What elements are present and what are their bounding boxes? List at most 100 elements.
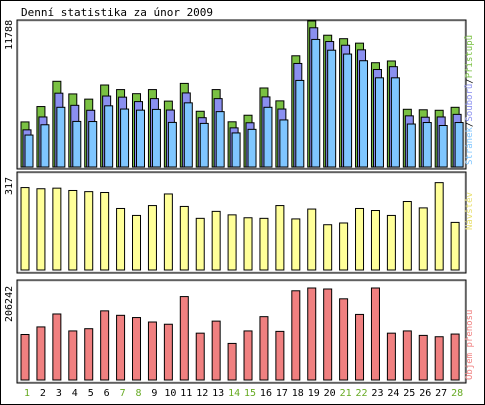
pages-bar bbox=[422, 122, 432, 168]
pages-bar bbox=[311, 38, 321, 168]
kbytes-bar bbox=[179, 296, 189, 381]
visits-panel-frame bbox=[16, 171, 467, 274]
kbytes-bar bbox=[68, 330, 78, 381]
kbytes-bar bbox=[291, 290, 301, 381]
hits-panel-frame bbox=[16, 19, 467, 170]
day-label: 7 bbox=[120, 388, 126, 399]
day-label: 19 bbox=[308, 388, 320, 399]
legend-pages: Stránek bbox=[465, 126, 475, 165]
pages-bar bbox=[199, 122, 209, 168]
kbytes-legend: Objem přenosu bbox=[465, 310, 475, 380]
visits-bar bbox=[68, 189, 78, 271]
day-label: 24 bbox=[387, 388, 399, 399]
kbytes-bar bbox=[450, 333, 460, 381]
pages-bar bbox=[151, 108, 161, 168]
kbytes-bar bbox=[36, 326, 46, 381]
kbytes-bar bbox=[52, 313, 62, 381]
kbytes-bar bbox=[402, 330, 412, 381]
kbytes-bar bbox=[370, 287, 380, 381]
day-label: 6 bbox=[104, 388, 110, 399]
legend-sep-1: / bbox=[465, 122, 475, 127]
visits-bar bbox=[434, 182, 444, 271]
pages-bar bbox=[231, 132, 241, 168]
pages-bar bbox=[215, 111, 225, 168]
pages-bar bbox=[136, 109, 146, 168]
visits-max-label: 317 bbox=[4, 177, 15, 195]
day-label: 16 bbox=[260, 388, 272, 399]
kbytes-bar bbox=[386, 332, 396, 381]
visits-bar bbox=[100, 192, 110, 271]
pages-bar bbox=[247, 128, 257, 168]
day-label: 8 bbox=[135, 388, 141, 399]
kbytes-bar bbox=[211, 320, 221, 381]
visits-bar bbox=[147, 205, 157, 271]
pages-bar bbox=[406, 123, 416, 168]
visits-bar bbox=[36, 188, 46, 271]
visits-bar bbox=[323, 224, 333, 271]
visits-bar bbox=[52, 187, 62, 271]
visits-bar bbox=[163, 193, 173, 271]
day-label: 22 bbox=[356, 388, 368, 399]
visits-bar bbox=[211, 210, 221, 271]
pages-bar bbox=[24, 134, 34, 168]
day-label: 28 bbox=[451, 388, 463, 399]
legend-files: Souborů bbox=[464, 84, 475, 122]
day-label: 21 bbox=[340, 388, 352, 399]
pages-bar bbox=[183, 102, 193, 168]
visits-bar bbox=[195, 217, 205, 271]
legend-sep-2: / bbox=[465, 78, 475, 83]
visits-bar bbox=[450, 221, 460, 271]
day-label: 2 bbox=[40, 388, 46, 399]
day-label: 13 bbox=[212, 388, 224, 399]
pages-bar bbox=[374, 77, 384, 168]
hits-bars bbox=[20, 20, 464, 168]
visits-bar bbox=[84, 191, 94, 271]
visits-bar bbox=[116, 207, 126, 271]
day-label: 10 bbox=[164, 388, 176, 399]
kbytes-bar bbox=[20, 334, 30, 381]
day-label: 23 bbox=[371, 388, 383, 399]
pages-bar bbox=[263, 106, 273, 168]
day-label: 27 bbox=[435, 388, 447, 399]
kbytes-bar bbox=[418, 334, 428, 381]
day-label: 14 bbox=[228, 388, 240, 399]
day-label: 15 bbox=[244, 388, 256, 399]
kbytes-bar bbox=[243, 330, 253, 381]
hits-legend: Stránek/Souborů/Přístupů bbox=[464, 35, 475, 165]
kbytes-bar bbox=[195, 332, 205, 381]
visits-bar bbox=[370, 210, 380, 271]
pages-bar bbox=[438, 125, 448, 168]
pages-bar bbox=[454, 122, 464, 168]
visits-bar bbox=[355, 207, 365, 271]
visits-bar bbox=[179, 205, 189, 271]
kbytes-bar bbox=[84, 328, 94, 381]
pages-bar bbox=[167, 121, 177, 168]
kbytes-bar bbox=[147, 321, 157, 381]
visits-bar bbox=[339, 222, 349, 271]
day-label: 4 bbox=[72, 388, 78, 399]
visits-bar bbox=[291, 218, 301, 271]
kbytes-bar bbox=[259, 316, 269, 381]
day-label: 17 bbox=[276, 388, 288, 399]
pages-bar bbox=[104, 105, 114, 168]
day-label: 26 bbox=[419, 388, 431, 399]
kbytes-bar bbox=[132, 317, 142, 381]
day-label: 12 bbox=[196, 388, 208, 399]
visits-bar bbox=[275, 205, 285, 271]
visits-bar bbox=[418, 207, 428, 271]
chart-title: Denní statistika za únor 2009 bbox=[21, 6, 213, 19]
kbytes-bar bbox=[323, 288, 333, 381]
kbytes-bar bbox=[355, 313, 365, 381]
visits-bar bbox=[227, 214, 237, 271]
day-label: 25 bbox=[403, 388, 415, 399]
legend-hits: Přístupů bbox=[464, 35, 475, 78]
pages-bar bbox=[279, 119, 289, 168]
hits-panel-inner bbox=[17, 20, 466, 169]
kbytes-bar bbox=[100, 310, 110, 381]
visits-bar bbox=[20, 187, 30, 271]
visits-bar bbox=[386, 214, 396, 271]
kbytes-bar bbox=[275, 330, 285, 381]
kbytes-panel-frame bbox=[16, 279, 467, 384]
day-label: 9 bbox=[151, 388, 157, 399]
visits-bar bbox=[243, 217, 253, 271]
